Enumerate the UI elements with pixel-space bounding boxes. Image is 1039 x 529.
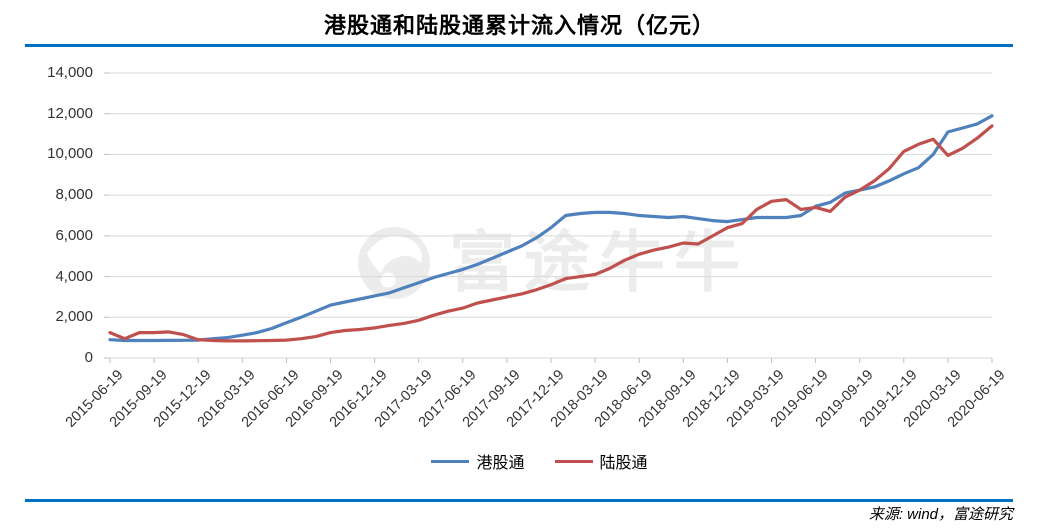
source-note: 来源: wind，富途研究 — [868, 506, 1013, 523]
legend-label: 陆股通 — [599, 455, 648, 472]
legend-item: 港股通 — [431, 449, 525, 473]
y-axis-label: 8,000 — [55, 186, 93, 204]
y-axis-label: 0 — [84, 349, 93, 366]
bottom-rule — [25, 499, 1013, 502]
y-axis-label: 12,000 — [47, 104, 93, 122]
chart-title: 港股通和陆股通累计流入情况（亿元） — [323, 13, 715, 38]
series-line-港股通 — [108, 114, 994, 343]
legend-label: 港股通 — [476, 455, 525, 472]
y-axis-label: 4,000 — [55, 267, 93, 285]
legend-item: 陆股通 — [554, 449, 648, 473]
series-line-陆股通 — [108, 124, 994, 343]
y-axis-label: 14,000 — [47, 64, 93, 81]
y-axis-label: 10,000 — [47, 145, 93, 163]
top-rule — [25, 44, 1013, 47]
legend-swatch-icon — [431, 459, 470, 463]
legend-swatch-icon — [554, 459, 593, 463]
legend: 港股通 陆股通 — [0, 449, 1039, 473]
y-axis-label: 6,000 — [55, 226, 93, 244]
y-axis-label: 2,000 — [55, 308, 93, 326]
